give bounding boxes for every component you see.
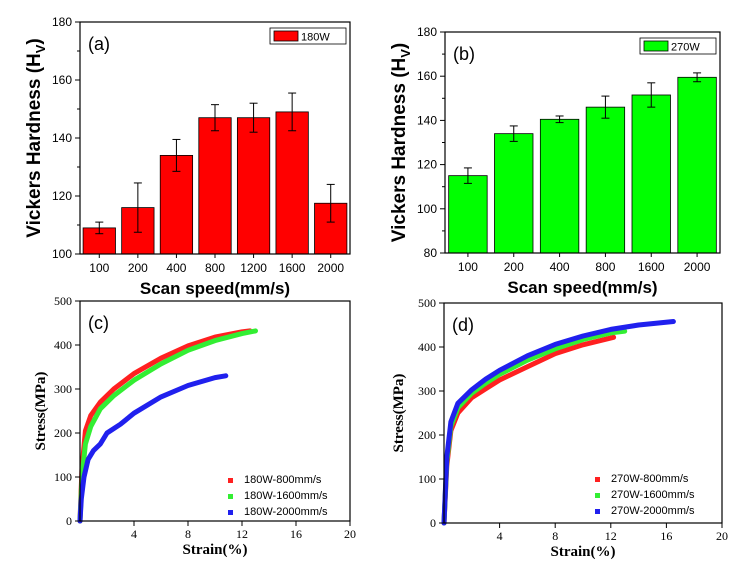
x-axis-label: Strain(%) <box>551 544 616 560</box>
panel-b-bar-chart: 100 200 400 800 1600 2000 80 100 120 140 160 180 Sca… <box>389 25 721 297</box>
legend-label: 270W-2000mm/s <box>611 505 695 517</box>
panel-a-bar-chart: 100 200 400 800 1200 1600 2000 100 120 140 160 180 S… <box>24 15 351 298</box>
x-tick-label: 2000 <box>317 261 344 275</box>
panel-d-line-chart: 0 100 200 300 400 500 4 8 12 16 20 Strain(%) Stress(… <box>391 296 728 560</box>
legend-marker <box>595 509 600 514</box>
series-line-270W-2000mm/s <box>441 319 676 526</box>
y-tick-label: 100 <box>52 247 72 261</box>
bar-800 <box>198 117 232 255</box>
legend-label: 270W-800mm/s <box>611 473 689 485</box>
legend-marker <box>228 510 233 515</box>
legend-label: 180W-800mm/s <box>244 474 322 486</box>
y-tick-label: 300 <box>418 384 436 398</box>
legend-swatch <box>273 30 299 42</box>
y-tick-label: 120 <box>417 158 437 172</box>
x-axis-label: Scan speed(mm/s) <box>140 279 290 298</box>
y-tick-label: 100 <box>54 470 72 484</box>
legend-marker <box>228 478 233 483</box>
y-tick-label: 100 <box>417 202 437 216</box>
legend-label: 180W-2000mm/s <box>244 506 328 518</box>
x-tick-label: 4 <box>131 527 137 541</box>
y-axis-label: Vickers Hardness (HV) <box>24 38 48 237</box>
bar-1200 <box>236 117 271 255</box>
y-tick-label: 180 <box>417 25 437 39</box>
x-tick-label: 12 <box>605 529 617 543</box>
bar-1600 <box>631 94 671 254</box>
y-tick-label: 80 <box>424 246 438 260</box>
x-axis-label: Strain(%) <box>183 542 248 558</box>
series-line-180W-2000mm/s <box>77 373 229 524</box>
x-tick-label: 2000 <box>684 260 711 274</box>
legend-marker <box>228 494 233 499</box>
panel-c-line-chart: 0 100 200 300 400 500 4 8 12 16 20 Strain(%) Stress(… <box>33 294 356 558</box>
y-tick-label: 500 <box>54 294 72 308</box>
x-tick-label: 1600 <box>638 260 665 274</box>
y-tick-label: 300 <box>54 382 72 396</box>
x-tick-label: 100 <box>458 260 478 274</box>
bar-400 <box>539 118 580 254</box>
y-tick-label: 160 <box>417 69 437 83</box>
legend-label: 270W <box>671 42 700 54</box>
x-tick-label: 12 <box>236 527 248 541</box>
legend-marker <box>595 493 600 498</box>
y-tick-label: 180 <box>52 15 72 29</box>
plot-frame <box>443 302 723 524</box>
x-tick-label: 16 <box>290 527 302 541</box>
plot-frame <box>79 300 351 522</box>
y-tick-label: 0 <box>66 514 72 528</box>
x-tick-label: 800 <box>595 260 615 274</box>
x-tick-label: 20 <box>716 529 728 543</box>
series-line-180W-1600mm/s <box>77 328 258 524</box>
panel-label: (b) <box>453 44 475 64</box>
x-tick-label: 100 <box>89 261 109 275</box>
panel-label: (d) <box>452 315 474 335</box>
x-tick-label: 400 <box>550 260 570 274</box>
x-tick-label: 200 <box>128 261 148 275</box>
bar-2000 <box>677 76 717 254</box>
y-tick-label: 200 <box>418 428 436 442</box>
x-axis-label: Scan speed(mm/s) <box>507 278 657 297</box>
panel-label: (a) <box>88 34 110 54</box>
y-tick-label: 400 <box>418 340 436 354</box>
y-tick-label: 0 <box>430 516 436 530</box>
bar-1600 <box>275 111 309 255</box>
x-tick-label: 1200 <box>240 261 267 275</box>
y-axis-label: Vickers Hardness (HV) <box>389 43 413 242</box>
x-tick-label: 4 <box>497 529 503 543</box>
legend-marker <box>595 477 600 482</box>
y-tick-label: 120 <box>52 189 72 203</box>
legend-label: 180W <box>301 32 330 44</box>
x-tick-label: 200 <box>504 260 524 274</box>
bar-100 <box>448 175 488 254</box>
legend-label: 180W-1600mm/s <box>244 490 328 502</box>
y-tick-label: 140 <box>417 113 437 127</box>
x-tick-label: 800 <box>205 261 225 275</box>
bar-200 <box>494 133 534 254</box>
x-tick-label: 20 <box>344 527 356 541</box>
y-tick-label: 500 <box>418 296 436 310</box>
y-tick-label: 140 <box>52 131 72 145</box>
y-tick-label: 200 <box>54 426 72 440</box>
bar-800 <box>585 106 626 254</box>
x-tick-label: 400 <box>166 261 186 275</box>
legend-label: 270W-1600mm/s <box>611 489 695 501</box>
series-line-180W-800mm/s <box>77 328 253 524</box>
y-tick-label: 100 <box>418 472 436 486</box>
panel-label: (c) <box>88 313 109 333</box>
legend-swatch <box>643 40 669 52</box>
x-tick-label: 1600 <box>279 261 306 275</box>
x-tick-label: 8 <box>185 527 191 541</box>
y-tick-label: 400 <box>54 338 72 352</box>
x-tick-label: 16 <box>660 529 672 543</box>
x-tick-label: 8 <box>552 529 558 543</box>
y-axis-label: Stress(MPa) <box>391 374 407 453</box>
y-tick-label: 160 <box>52 73 72 87</box>
y-axis-label: Stress(MPa) <box>33 372 49 451</box>
